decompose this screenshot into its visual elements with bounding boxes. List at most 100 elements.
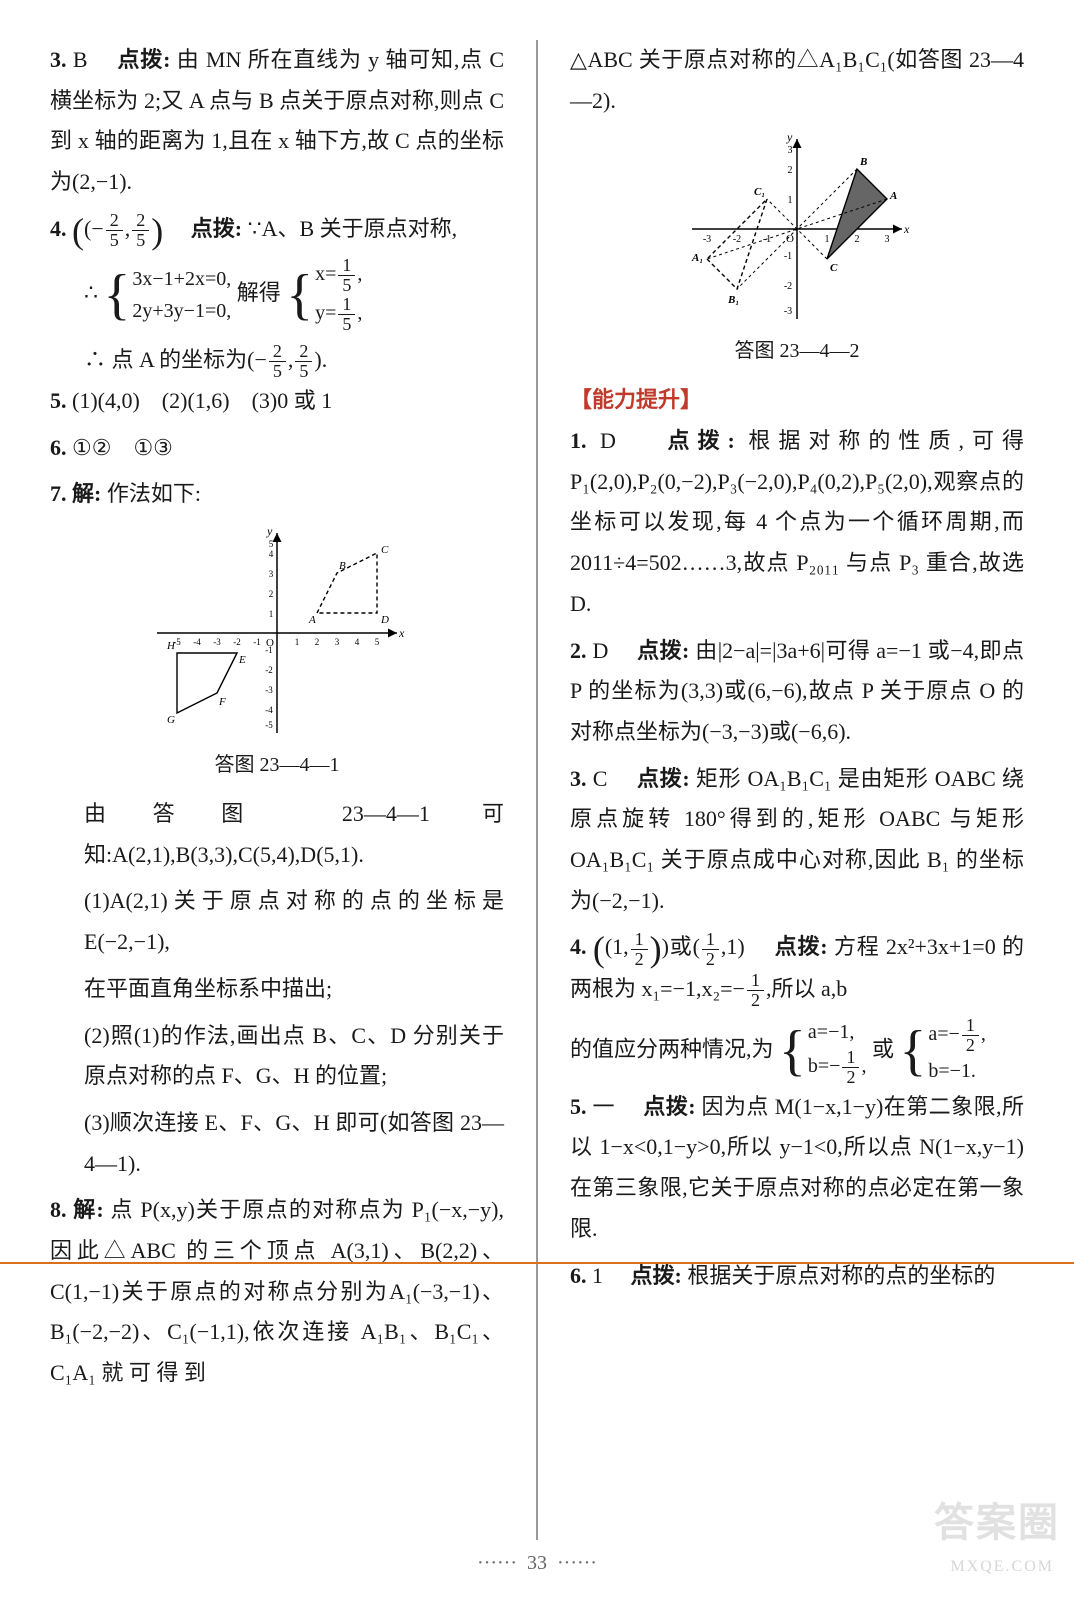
q7-body1: 由答图 23—4—1 可知:A(2,1),B(3,3),C(5,4),D(5,1…: [50, 794, 504, 875]
svg-text:-2: -2: [733, 234, 741, 245]
watermark: 答案圈: [934, 1486, 1060, 1560]
svg-text:F: F: [218, 696, 226, 708]
den: 2: [702, 950, 719, 969]
q7-body2: (1)A(2,1)关于原点对称的点的坐标是 E(−2,−1),: [50, 881, 504, 962]
q-text: ①② ①③: [72, 435, 173, 460]
txt: 或: [872, 1036, 894, 1061]
svg-text:5: 5: [269, 539, 274, 549]
right-q2: 2. D 点拨: 由|2−a|=|3a+6|可得 a=−1 或−4,即点 P 的…: [570, 631, 1024, 753]
right-q1: 1. D 点拨: 根据对称的性质,可得 P₁(2,0),P₂(0,−2),P₃(…: [570, 421, 1024, 624]
svg-text:-4: -4: [193, 637, 201, 647]
num: 1: [747, 971, 764, 991]
svg-text:-3: -3: [784, 306, 792, 317]
num: 2: [295, 342, 312, 362]
txt: 解得: [237, 280, 281, 305]
q7-body3: 在平面直角坐标系中描出;: [50, 969, 504, 1010]
num: 1: [338, 256, 355, 276]
column-divider: [536, 40, 538, 1540]
figure-23-4-2: x y O 123 -1-2-3 123 -1-2-3 ABC: [570, 129, 1024, 329]
txt: a=−: [928, 1023, 959, 1045]
svg-text:G: G: [167, 714, 175, 726]
left-column: 3. B 点拨: 由 MN 所在直线为 y 轴可知,点 C 横坐标为 2;又 A…: [50, 40, 504, 1540]
svg-text:5: 5: [375, 637, 380, 647]
therefore: ∴: [84, 280, 98, 305]
svg-text:D: D: [380, 614, 389, 626]
right-column: △ABC 关于原点对称的△A₁B₁C₁(如答图 23—4—2). x y O 1…: [570, 40, 1024, 1540]
svg-text:-2: -2: [784, 281, 792, 292]
section-header: 【能力提升】: [570, 380, 1024, 421]
den: 2: [842, 1068, 859, 1087]
q-text: 点 P(x,y)关于原点的对称点为 P₁(−x,−y),因此△ABC 的三个顶点…: [50, 1197, 504, 1385]
q-answer: 1: [592, 1263, 603, 1288]
q-answer: B: [73, 47, 88, 72]
left-q7: 7. 解: 作法如下:: [50, 474, 504, 515]
eq-line: y=: [315, 302, 336, 324]
hint-label: 点拨:: [643, 1094, 695, 1119]
num: 2: [269, 342, 286, 362]
q-number: 6.: [50, 435, 67, 460]
svg-text:4: 4: [269, 549, 274, 559]
num: 2: [106, 211, 123, 231]
svg-text:E: E: [238, 654, 246, 666]
svg-text:4: 4: [355, 637, 360, 647]
q-text: 根据关于原点对称的点的坐标的: [687, 1263, 995, 1288]
svg-text:x: x: [903, 222, 910, 236]
num: 2: [132, 211, 149, 231]
txt: (1,: [605, 934, 629, 959]
svg-text:-3: -3: [703, 234, 711, 245]
sol-label: 解:: [73, 1197, 104, 1222]
eq-line: x=: [315, 263, 336, 285]
svg-text:A: A: [889, 190, 897, 202]
txt: ∴ 点 A 的坐标为(−: [84, 347, 267, 372]
svg-text:B: B: [339, 560, 346, 572]
q-number: 7.: [50, 481, 67, 506]
q-number: 5.: [50, 388, 67, 413]
txt: ,所以 a,b: [766, 976, 847, 1001]
page-num-value: 33: [527, 1552, 547, 1574]
svg-text:-2: -2: [265, 665, 273, 675]
den: 5: [106, 231, 123, 250]
hint-label: 点拨:: [637, 638, 689, 663]
svg-text:C: C: [381, 544, 389, 556]
svg-text:-4: -4: [265, 705, 273, 715]
eq-line: b=−1.: [928, 1060, 976, 1082]
txt: ).: [314, 347, 327, 372]
hint-label: 点拨:: [637, 766, 690, 791]
svg-text:1: 1: [295, 637, 300, 647]
left-q4-eq: ∴ { 3x−1+2x=0, 2y+3y−1=0, 解得 { x=15, y=1…: [50, 256, 504, 334]
hint-label: 点拨:: [631, 1263, 682, 1288]
den: 2: [631, 950, 648, 969]
txt: ,: [288, 347, 294, 372]
txt: ,: [357, 263, 362, 285]
q-answer: 一: [592, 1094, 614, 1119]
svg-text:1: 1: [825, 234, 830, 245]
left-q3: 3. B 点拨: 由 MN 所在直线为 y 轴可知,点 C 横坐标为 2;又 A…: [50, 40, 504, 203]
num: 1: [338, 295, 355, 315]
den: 5: [338, 315, 355, 334]
eq-line: 2y+3y−1=0,: [132, 300, 231, 322]
eq-line: a=−1,: [808, 1021, 854, 1043]
svg-text:3: 3: [335, 637, 340, 647]
den: 5: [269, 362, 286, 381]
svg-text:y: y: [786, 130, 793, 144]
left-q4-concl: ∴ 点 A 的坐标为(−25,25).: [50, 340, 504, 381]
svg-text:1: 1: [788, 195, 793, 206]
dots: ······: [557, 1552, 597, 1574]
txt: 的值应分两种情况,为: [570, 1036, 774, 1061]
svg-text:A: A: [308, 614, 316, 626]
svg-text:3: 3: [788, 145, 793, 156]
svg-text:-3: -3: [265, 685, 273, 695]
figure-23-4-1: x y O 12345 -1-2-3-4-5 12345 -1-2-3-4-5 …: [50, 523, 504, 743]
left-q8: 8. 解: 点 P(x,y)关于原点的对称点为 P₁(−x,−y),因此△ABC…: [50, 1190, 504, 1393]
svg-text:2: 2: [269, 589, 274, 599]
right-q4: 4. ((1,12))或(12,1) 点拨: 方程 2x²+3x+1=0 的两根…: [570, 927, 1024, 1010]
q7-body4: (2)照(1)的作法,画出点 B、C、D 分别关于原点对称的点 F、G、H 的位…: [50, 1016, 504, 1097]
q-number: 8.: [50, 1197, 67, 1222]
txt: ,1): [721, 934, 745, 959]
svg-text:H: H: [166, 640, 176, 652]
svg-text:C₁: C₁: [754, 186, 765, 198]
svg-text:-3: -3: [213, 637, 221, 647]
right-q3: 3. C 点拨: 矩形 OA₁B₁C₁ 是由矩形 OABC 绕原点旋转 180°…: [570, 759, 1024, 922]
q-text: ∵A、B 关于原点对称,: [248, 216, 458, 241]
svg-text:3: 3: [269, 569, 274, 579]
